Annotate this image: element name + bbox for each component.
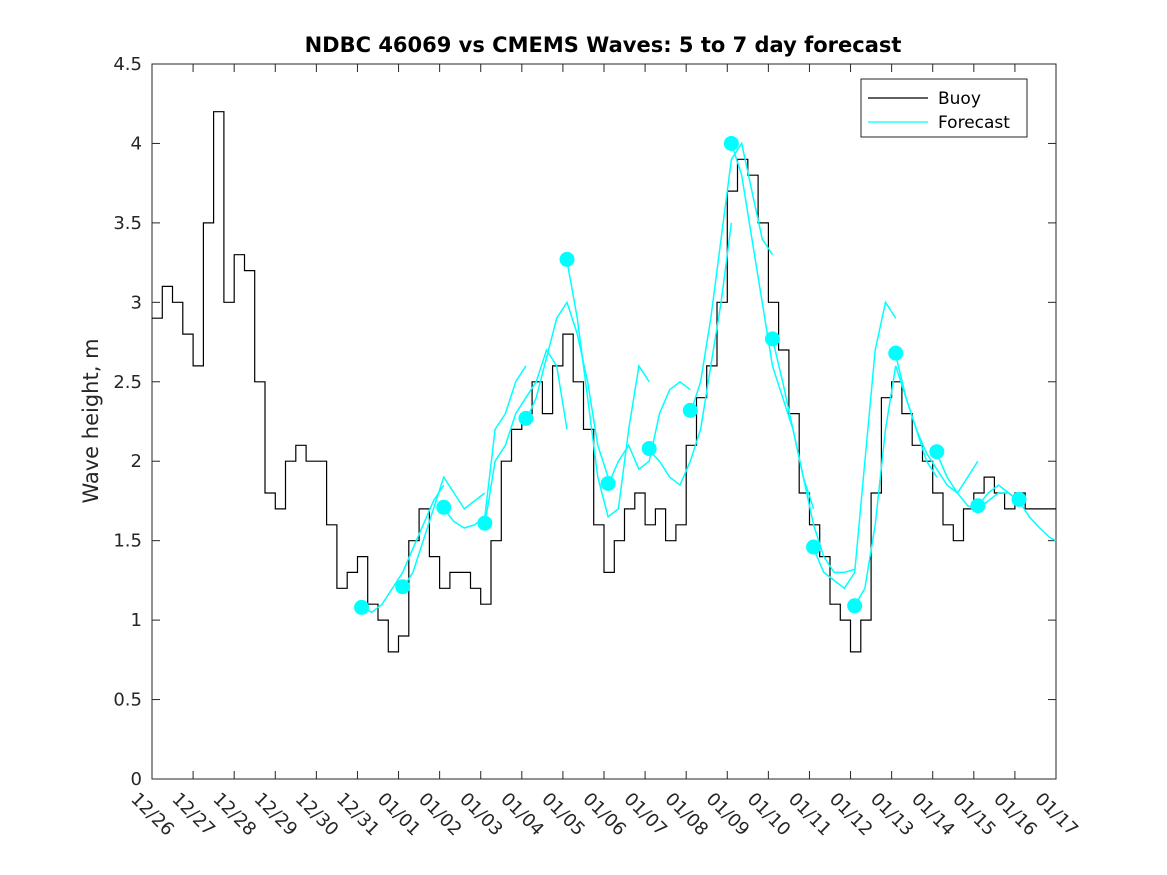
forecast-marker xyxy=(1011,491,1027,507)
legend-box xyxy=(860,78,1028,138)
y-tick-label: 4 xyxy=(131,133,142,154)
x-tick-label: 01/16 xyxy=(989,789,1041,841)
forecast-marker xyxy=(600,475,616,491)
y-tick-label: 1 xyxy=(131,610,142,631)
forecast-series-line-7 xyxy=(648,222,733,487)
forecast-marker xyxy=(970,498,986,514)
y-axis-label: Wave height, m xyxy=(79,338,103,503)
x-tick-label: 12/26 xyxy=(126,789,178,841)
x-tick-label: 01/15 xyxy=(948,789,1000,841)
y-tick-label: 0.5 xyxy=(113,690,142,711)
forecast-series-line-8 xyxy=(689,141,774,414)
forecast-series-line-13 xyxy=(894,354,979,495)
y-tick-label: 3.5 xyxy=(113,213,142,234)
y-tick-label: 3 xyxy=(131,292,142,313)
forecast-series-line-3 xyxy=(484,348,568,525)
forecast-marker xyxy=(806,539,822,555)
x-tick-label: 01/03 xyxy=(455,789,507,841)
legend-forecast-label: Forecast xyxy=(938,113,1010,133)
x-tick-label: 01/08 xyxy=(661,789,713,841)
x-tick-label: 01/04 xyxy=(496,789,548,841)
forecast-series-line-6 xyxy=(607,380,691,486)
forecast-marker xyxy=(847,598,863,614)
forecast-series-line-5 xyxy=(566,260,650,519)
x-tick-label: 01/10 xyxy=(743,789,795,841)
x-tick-label: 01/09 xyxy=(702,789,754,841)
forecast-markers xyxy=(354,135,1027,615)
x-tick-label: 01/17 xyxy=(1030,789,1082,841)
legend-buoy-label: Buoy xyxy=(938,89,981,109)
x-tick-label: 01/07 xyxy=(620,789,672,841)
forecast-series-line-12 xyxy=(854,365,938,607)
forecast-marker xyxy=(888,345,904,361)
y-axis-ticks: 0 0.5 1 1.5 2 2.5 3 3.5 4 4.5 xyxy=(113,54,1056,790)
x-tick-label: 01/01 xyxy=(373,789,425,841)
x-tick-label: 01/13 xyxy=(866,789,918,841)
y-tick-label: 1.5 xyxy=(113,531,142,552)
y-tick-label: 4.5 xyxy=(113,54,142,75)
y-tick-label: 2 xyxy=(131,451,142,472)
forecast-series-line-0 xyxy=(361,484,445,614)
forecast-marker xyxy=(764,331,780,347)
x-tick-label: 12/27 xyxy=(168,789,220,841)
plot-area xyxy=(151,63,1057,780)
forecast-marker xyxy=(723,135,739,151)
forecast-marker xyxy=(395,579,411,595)
forecast-marker xyxy=(354,599,370,615)
x-tick-label: 01/11 xyxy=(784,789,836,841)
y-tick-label: 2.5 xyxy=(113,372,142,393)
forecast-marker xyxy=(641,441,657,457)
forecast-marker xyxy=(436,499,452,515)
x-tick-label: 12/30 xyxy=(291,789,343,841)
x-tick-label: 01/12 xyxy=(825,789,877,841)
forecast-marker xyxy=(682,402,698,418)
forecast-marker xyxy=(929,444,945,460)
x-tick-label: 01/05 xyxy=(537,789,589,841)
forecast-marker xyxy=(518,410,534,426)
legend: Buoy Forecast xyxy=(860,78,1028,138)
forecast-series-line-4 xyxy=(525,300,609,478)
forecast-series-line-1 xyxy=(402,475,486,589)
forecast-series-line-10 xyxy=(771,338,855,574)
x-tick-label: 01/06 xyxy=(578,789,630,841)
x-tick-label: 12/28 xyxy=(209,789,261,841)
x-tick-label: 01/14 xyxy=(907,789,959,841)
chart-title: NDBC 46069 vs CMEMS Waves: 5 to 7 day fo… xyxy=(305,33,902,57)
forecast-marker xyxy=(559,251,575,267)
y-tick-label: 0 xyxy=(131,769,142,790)
x-tick-label: 01/02 xyxy=(414,789,466,841)
forecast-series-line-11 xyxy=(812,300,897,590)
x-tick-label: 12/31 xyxy=(332,789,384,841)
forecast-marker xyxy=(477,515,493,531)
x-tick-label: 12/29 xyxy=(250,789,302,841)
